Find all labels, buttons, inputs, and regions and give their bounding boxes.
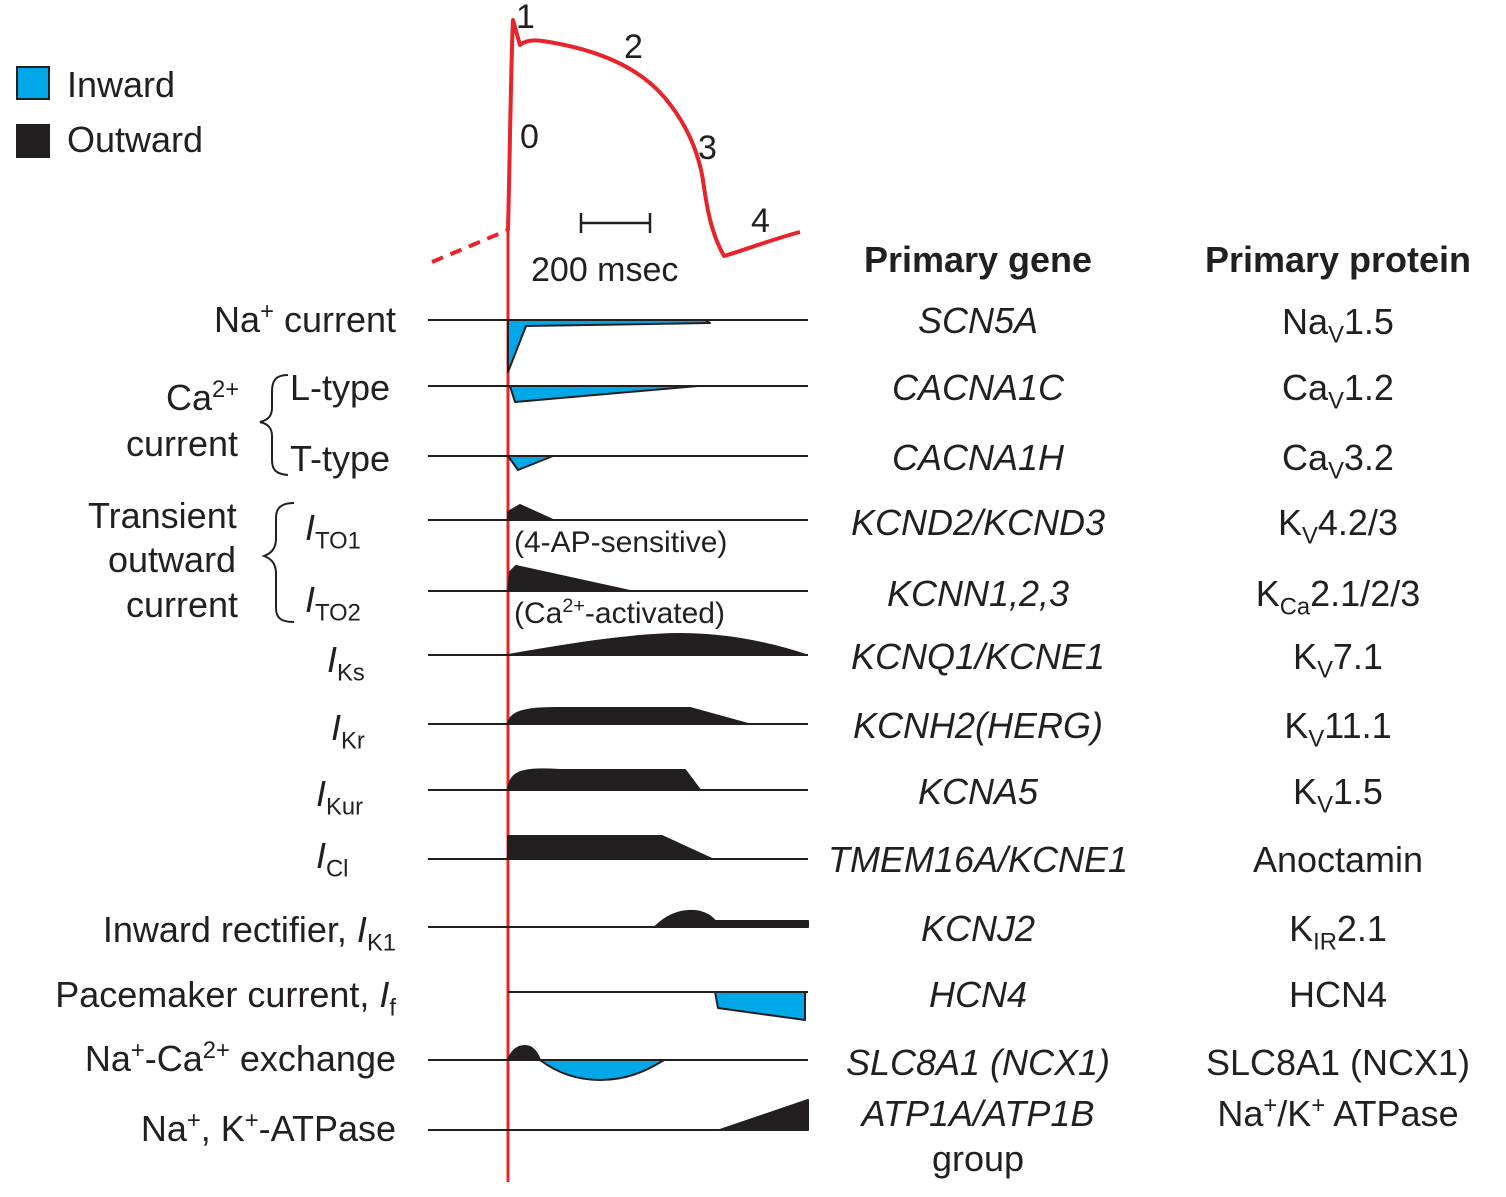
ik1-current-trace [654, 909, 809, 928]
ikr-current-trace [507, 707, 749, 725]
phase-2-label: 2 [624, 28, 643, 66]
phase-3-label: 3 [698, 129, 717, 167]
label-nak-atpase: Na+, K+-ATPase [140, 1106, 396, 1149]
ikur-current-trace [507, 768, 701, 791]
label-l-type: L-type [290, 367, 391, 408]
gene-t-type: CACNA1H [891, 437, 1065, 478]
icl-current-trace [507, 835, 713, 860]
gene-ito1: KCND2/KCND3 [850, 502, 1106, 543]
gene-na: SCN5A [917, 300, 1039, 341]
label-transient-outward-line2: outward [108, 539, 237, 580]
phase-4-label: 4 [751, 202, 770, 240]
transient-outward-brace [261, 502, 295, 623]
gene-ikur: KCNA5 [917, 771, 1039, 812]
protein-iks: KV7.1 [1293, 636, 1383, 684]
protein-t-type: CaV3.2 [1282, 437, 1394, 485]
nak-atpase-trace [719, 1099, 809, 1131]
gene-ncx: SLC8A1 (NCX1) [845, 1042, 1111, 1083]
gene-nak-atpase-line2: group [931, 1138, 1025, 1179]
ito2-current-trace [507, 565, 631, 592]
phase-0-label: 0 [520, 118, 539, 156]
primary-gene-header: Primary gene [863, 239, 1093, 280]
gene-if: HCN4 [928, 974, 1027, 1015]
protein-if: HCN4 [1288, 974, 1387, 1015]
label-if: Pacemaker current, If [55, 974, 396, 1022]
label-ca-current-group: Ca2+ [166, 375, 240, 418]
l-type-current-trace [509, 385, 699, 403]
ncx-outward-trace [507, 1045, 541, 1061]
gene-ik1: KCNJ2 [920, 908, 1036, 949]
inward-legend-swatch [16, 66, 50, 100]
scale-bar-label: 200 msec [531, 251, 679, 289]
label-iks: IKs [327, 639, 365, 687]
label-ik1: Inward rectifier, IK1 [102, 909, 396, 957]
protein-icl: Anoctamin [1252, 839, 1424, 880]
protein-ik1: KIR2.1 [1289, 908, 1387, 956]
outward-legend-swatch [16, 124, 50, 158]
iks-current-trace [507, 633, 807, 656]
gene-ikr: KCNH2(HERG) [852, 705, 1103, 746]
label-ikr: IKr [331, 707, 365, 755]
ito1-note: (4-AP-sensitive) [514, 526, 728, 559]
protein-l-type: CaV1.2 [1282, 367, 1394, 415]
label-icl: ICl [316, 835, 349, 883]
ca-current-brace [259, 374, 289, 476]
gene-iks: KCNQ1/KCNE1 [850, 636, 1106, 677]
protein-nak-atpase: Na+/K+ ATPase [1217, 1091, 1459, 1134]
label-ito2: ITO2 [305, 579, 361, 627]
label-ito1: ITO1 [305, 507, 361, 555]
t-type-current-trace [507, 455, 554, 471]
label-ikur: IKur [316, 773, 363, 821]
gene-icl: TMEM16A/KCNE1 [827, 839, 1129, 880]
ncx-inward-trace [539, 1059, 665, 1081]
outward-legend-label: Outward [67, 119, 204, 160]
label-transient-outward-line3: current [126, 584, 239, 625]
resting-potential-dashes [431, 228, 509, 264]
ito2-note: (Ca2+-activated) [514, 595, 725, 630]
protein-ito1: KV4.2/3 [1278, 502, 1398, 550]
pacemaker-current-trace [714, 991, 806, 1021]
protein-ito2: KCa2.1/2/3 [1255, 573, 1421, 621]
gene-l-type: CACNA1C [891, 367, 1065, 408]
primary-protein-header: Primary protein [1204, 239, 1472, 280]
label-ca-current-group-line2: current [126, 423, 239, 464]
action-potential-curve [506, 18, 801, 258]
protein-ikr: KV11.1 [1284, 705, 1392, 753]
inward-legend-label: Inward [67, 64, 176, 105]
phase-1-label: 1 [516, 0, 535, 36]
label-na-current: Na+ current [214, 297, 396, 340]
label-ncx: Na+-Ca2+ exchange [84, 1036, 396, 1079]
protein-na: NaV1.5 [1282, 301, 1394, 349]
ito1-current-trace [507, 504, 554, 521]
label-transient-outward-line1: Transient [88, 495, 237, 536]
scale-bar [579, 213, 652, 233]
protein-ikur: KV1.5 [1293, 771, 1383, 819]
protein-ncx: SLC8A1 (NCX1) [1205, 1042, 1471, 1083]
gene-ito2: KCNN1,2,3 [886, 573, 1070, 614]
na-current-trace [507, 319, 711, 373]
gene-nak-atpase: ATP1A/ATP1B [861, 1093, 1095, 1134]
label-t-type: T-type [290, 438, 391, 479]
